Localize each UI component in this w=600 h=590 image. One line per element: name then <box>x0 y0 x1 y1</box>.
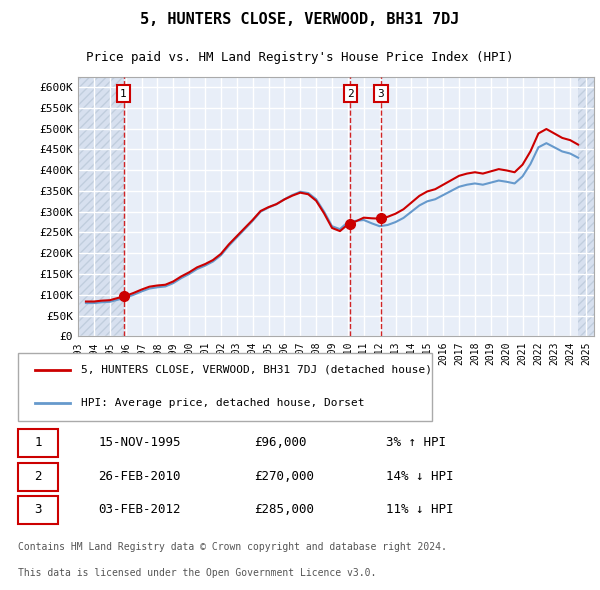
Text: 3: 3 <box>378 88 385 99</box>
Text: 11% ↓ HPI: 11% ↓ HPI <box>386 503 454 516</box>
Text: 5, HUNTERS CLOSE, VERWOOD, BH31 7DJ (detached house): 5, HUNTERS CLOSE, VERWOOD, BH31 7DJ (det… <box>81 365 432 375</box>
Text: Contains HM Land Registry data © Crown copyright and database right 2024.: Contains HM Land Registry data © Crown c… <box>18 542 446 552</box>
FancyBboxPatch shape <box>18 463 58 491</box>
Text: 1: 1 <box>120 88 127 99</box>
Text: £270,000: £270,000 <box>254 470 314 483</box>
Text: HPI: Average price, detached house, Dorset: HPI: Average price, detached house, Dors… <box>81 398 365 408</box>
Text: This data is licensed under the Open Government Licence v3.0.: This data is licensed under the Open Gov… <box>18 569 376 578</box>
Text: 5, HUNTERS CLOSE, VERWOOD, BH31 7DJ: 5, HUNTERS CLOSE, VERWOOD, BH31 7DJ <box>140 12 460 27</box>
Bar <box>578 77 594 336</box>
Text: 26-FEB-2010: 26-FEB-2010 <box>98 470 181 483</box>
Text: 15-NOV-1995: 15-NOV-1995 <box>98 436 181 449</box>
Text: 3: 3 <box>34 503 41 516</box>
Text: £96,000: £96,000 <box>254 436 307 449</box>
Bar <box>78 77 124 336</box>
Text: 2: 2 <box>347 88 353 99</box>
Text: 2: 2 <box>34 470 41 483</box>
Text: 03-FEB-2012: 03-FEB-2012 <box>98 503 181 516</box>
Text: 3% ↑ HPI: 3% ↑ HPI <box>386 436 446 449</box>
FancyBboxPatch shape <box>18 429 58 457</box>
FancyBboxPatch shape <box>18 496 58 525</box>
Text: 1: 1 <box>34 436 41 449</box>
FancyBboxPatch shape <box>18 353 433 421</box>
Text: 14% ↓ HPI: 14% ↓ HPI <box>386 470 454 483</box>
Text: £285,000: £285,000 <box>254 503 314 516</box>
Text: Price paid vs. HM Land Registry's House Price Index (HPI): Price paid vs. HM Land Registry's House … <box>86 51 514 64</box>
